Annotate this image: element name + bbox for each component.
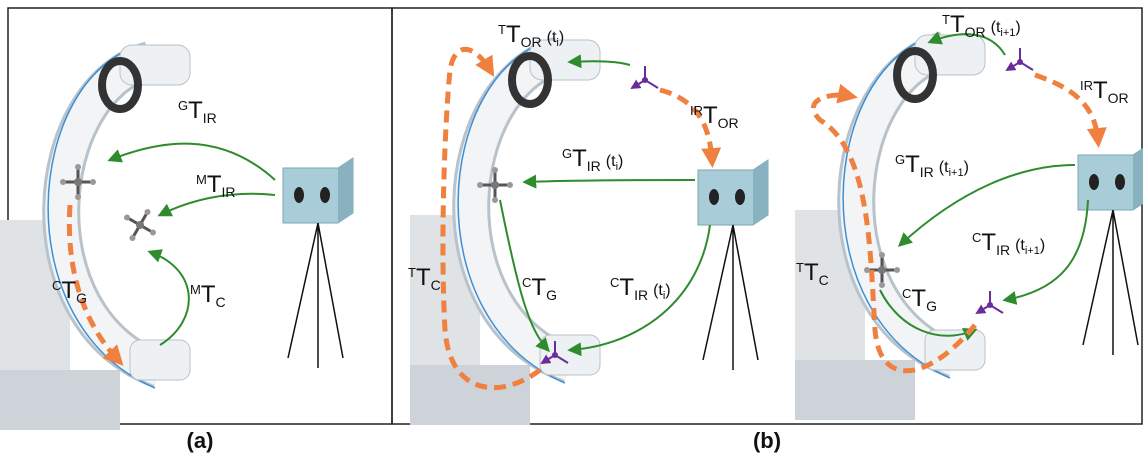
label-sup: G [562,146,572,161]
label-sup: T [498,22,506,37]
label-sub: C [431,277,441,293]
label-arg-sub: i+1 [1000,27,1015,39]
label-arg: (t [606,153,616,170]
label-arg-close: ) [559,29,564,46]
label-arg: (t [939,159,949,176]
label-sup: IR [690,103,703,118]
figure: (a)GTIRMTIRCTGMTC(b)TTOR(ti)IRTORGTIR(ti… [0,0,1143,462]
label-sub: G [76,290,87,306]
label-sup: T [796,260,804,275]
transform-label: TTOR(ti+1) [942,11,1021,40]
label-sup: T [408,265,416,280]
label-sup: C [610,275,619,290]
label-sub: OR [965,24,986,40]
label-sup: M [190,282,201,297]
label-sub: IR [920,164,934,180]
label-base: T [188,97,203,124]
label-sup: C [522,275,531,290]
transform-label: IRTOR [690,102,739,131]
label-sup: G [895,152,905,167]
label-sub: IR [222,184,236,200]
label-base: T [950,11,965,38]
label-sub: OR [521,34,542,50]
label-base: T [905,151,920,178]
panel-b1-drawing [410,40,768,425]
label-base: T [1093,77,1108,104]
label-sup: G [178,98,188,113]
label-sup: C [902,286,911,301]
label-base: T [207,171,222,198]
label-arg-close: ) [665,282,670,299]
label-arg-close: ) [1040,237,1045,254]
transform-label: MTIR [196,171,236,200]
label-sub: C [819,272,829,288]
label-sub: IR [634,287,648,303]
transform-label: CTIR(ti) [610,274,671,303]
transform-label: CTG [522,274,557,303]
panel-label: (a) [187,428,214,453]
label-sup: C [52,278,61,293]
transform-label: MTC [190,281,226,310]
transform-label: GTIR(ti) [562,145,623,174]
transform-label: GTIR (ti+1) [895,151,969,180]
label-sub: IR [203,110,217,126]
transform-label: CTIR (ti+1) [972,229,1045,258]
label-arg-close: ) [964,159,969,176]
label-sub: C [216,294,226,310]
label-arg: (t [1015,237,1025,254]
label-arg-sub: i+1 [1025,245,1040,257]
label-base: T [804,259,819,286]
label-sup: T [942,12,950,27]
label-sub: G [546,287,557,303]
transform-label: TTOR(ti) [498,21,564,50]
panel-label: (b) [753,428,781,453]
label-arg-close: ) [618,153,623,170]
label-base: T [201,281,216,308]
label-base: T [981,229,996,256]
label-sub: IR [996,242,1010,258]
label-arg-close: ) [1015,19,1020,36]
transform-label: GTIR [178,97,217,126]
label-base: T [416,264,431,291]
label-sub: OR [1108,90,1129,106]
label-arg: (t [653,282,663,299]
label-arg: (t [547,29,557,46]
panel-a-drawing [0,45,353,430]
label-base: T [703,102,718,129]
label-arg-sub: i+1 [949,167,964,179]
label-base: T [61,277,76,304]
label-sup: C [972,230,981,245]
label-base: T [531,274,546,301]
label-base: T [619,274,634,301]
label-sub: G [926,298,937,314]
label-base: T [911,285,926,312]
label-sub: IR [587,158,601,174]
label-sup: IR [1080,78,1093,93]
label-sub: OR [718,115,739,131]
label-base: T [572,145,587,172]
label-arg: (t [991,19,1001,36]
label-sup: M [196,172,207,187]
transform-label: IRTOR [1080,77,1129,106]
label-base: T [506,21,521,48]
